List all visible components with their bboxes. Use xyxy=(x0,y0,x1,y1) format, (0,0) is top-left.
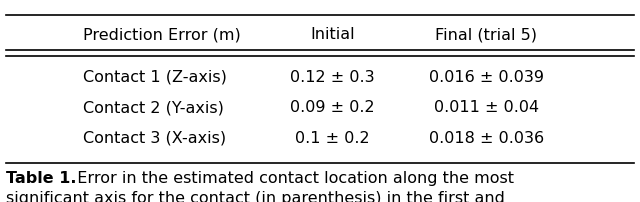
Text: Contact 1 (Z-axis): Contact 1 (Z-axis) xyxy=(83,69,227,84)
Text: Contact 2 (Y-axis): Contact 2 (Y-axis) xyxy=(83,100,224,115)
Text: 0.12 ± 0.3: 0.12 ± 0.3 xyxy=(291,69,375,84)
Text: 0.016 ± 0.039: 0.016 ± 0.039 xyxy=(429,69,544,84)
Text: Final (trial 5): Final (trial 5) xyxy=(435,27,538,42)
Text: 0.011 ± 0.04: 0.011 ± 0.04 xyxy=(434,100,539,115)
Text: Initial: Initial xyxy=(310,27,355,42)
Text: Error in the estimated contact location along the most: Error in the estimated contact location … xyxy=(67,170,514,185)
Text: Contact 3 (X-axis): Contact 3 (X-axis) xyxy=(83,130,227,145)
Text: 0.1 ± 0.2: 0.1 ± 0.2 xyxy=(296,130,370,145)
Text: Prediction Error (m): Prediction Error (m) xyxy=(83,27,241,42)
Text: 0.018 ± 0.036: 0.018 ± 0.036 xyxy=(429,130,544,145)
Text: Table 1.: Table 1. xyxy=(6,170,77,185)
Text: significant axis for the contact (in parenthesis) in the first and: significant axis for the contact (in par… xyxy=(6,190,505,202)
Text: 0.09 ± 0.2: 0.09 ± 0.2 xyxy=(291,100,375,115)
